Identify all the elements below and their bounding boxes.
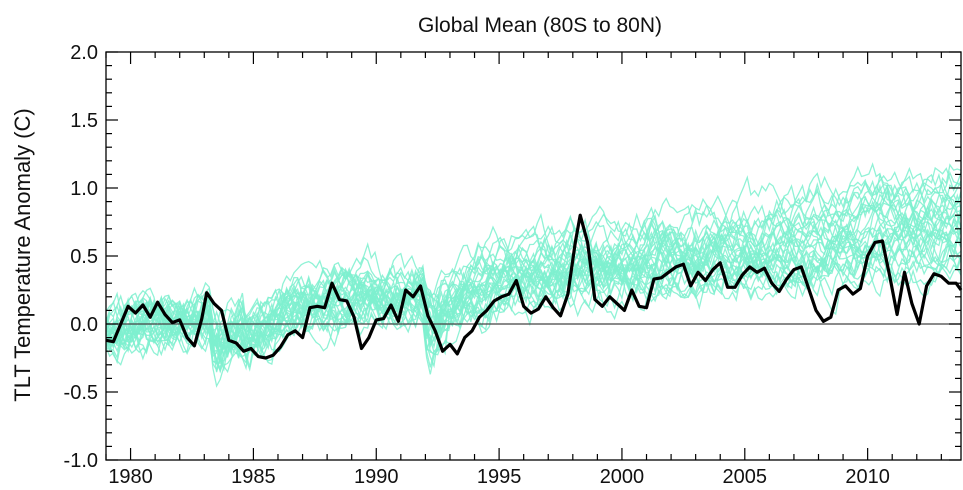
observed-series-group [105,213,963,360]
y-tick-label: 1.5 [70,110,98,132]
x-tick-label: 2010 [845,466,890,488]
model-series-line [105,250,962,372]
model-series-line [105,170,962,358]
y-tick-label: 0.0 [70,314,98,336]
axes: 1980 1985 1990 1995 2000 2005 2010 2.0 1.5 1.0 0.5… [64,42,962,488]
x-tick-label: 2000 [600,466,645,488]
x-tick-label: 1985 [231,466,276,488]
model-series-line [105,220,962,370]
observed-series-line [105,213,963,360]
y-tick-label: -1.0 [64,450,98,472]
x-tick-label: 1990 [354,466,399,488]
chart-title: Global Mean (80S to 80N) [418,14,662,37]
y-tick-label: 1.0 [70,178,98,200]
x-tick-label: 2005 [723,466,768,488]
y-axis-label: TLT Temperature Anomaly (C) [10,108,35,401]
y-tick-label: -0.5 [64,382,98,404]
y-tick-label: 0.5 [70,246,98,268]
x-tick-label: 1980 [108,466,153,488]
x-tick-label: 1995 [477,466,522,488]
y-tick-label: 2.0 [70,42,98,64]
model-series-line [105,162,962,388]
